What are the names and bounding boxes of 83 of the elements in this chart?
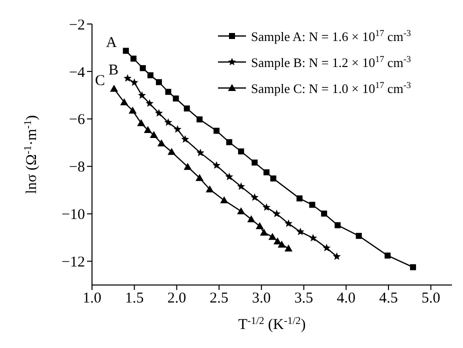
point [144, 126, 152, 134]
point [147, 72, 154, 78]
point [321, 210, 328, 217]
point [247, 215, 256, 222]
point [260, 228, 268, 236]
point [214, 128, 220, 134]
point [252, 160, 258, 166]
point [154, 109, 163, 117]
y-tick-label: −4 [69, 64, 86, 81]
point [262, 203, 270, 211]
point [184, 162, 192, 170]
point [137, 119, 146, 126]
point [130, 78, 138, 86]
point [225, 172, 234, 180]
point [226, 139, 232, 146]
x-tick-label: 5.0 [421, 290, 440, 307]
point [146, 99, 154, 107]
point [270, 175, 276, 182]
point [181, 135, 190, 143]
annotation: B [108, 62, 119, 78]
point [124, 74, 132, 82]
x-tick-label: 3.0 [252, 290, 271, 307]
point [196, 148, 204, 156]
point [174, 125, 182, 133]
point [332, 252, 341, 260]
x-tick-label: 4.0 [336, 290, 356, 307]
point [164, 118, 172, 126]
x-tick-label: 2.0 [167, 290, 186, 307]
point [212, 161, 221, 169]
point [256, 222, 264, 230]
annotation: A [106, 34, 118, 51]
point [128, 106, 137, 114]
point [130, 56, 137, 62]
point [284, 219, 293, 227]
point [140, 65, 146, 72]
point [220, 196, 228, 204]
point [410, 264, 416, 270]
point [157, 139, 166, 146]
legend-label: Sample A: N = 1.6 × 10$^{17}$ cm$^{-3}$ [251, 28, 412, 44]
point [122, 48, 129, 54]
point [184, 105, 190, 112]
point [150, 131, 158, 138]
x-tick-label: 1.5 [124, 290, 144, 307]
y-tick-label: −6 [69, 112, 86, 128]
point [356, 232, 362, 239]
point [384, 252, 391, 259]
legend-label: Sample B: N = 1.2 × 10$^{17}$ cm$^{-3}$ [251, 54, 412, 70]
y-tick-label: −8 [69, 160, 85, 176]
point [237, 207, 246, 214]
point [309, 234, 318, 242]
x-tick-label: 2.5 [210, 290, 228, 307]
x-tick-label: 4.5 [379, 290, 398, 307]
point [196, 174, 204, 181]
point [168, 148, 176, 155]
annotation: C [95, 72, 106, 89]
y-tick-label: −12 [62, 254, 85, 271]
point [309, 202, 316, 208]
point [263, 169, 270, 176]
point [334, 222, 341, 228]
point [278, 240, 286, 248]
point [284, 244, 293, 252]
point [322, 244, 331, 252]
point [156, 79, 162, 86]
x-tick-label: 3.5 [294, 290, 314, 307]
point [206, 185, 214, 192]
point [238, 148, 244, 154]
x-tick-label: 1.0 [82, 290, 102, 307]
point [268, 232, 276, 240]
y-tick-label: −10 [62, 207, 85, 224]
point [120, 98, 128, 106]
point [296, 195, 303, 202]
y-tick-label: −2 [69, 17, 85, 34]
legend-label: Sample C: N = 1.0 × 10$^{17}$ cm$^{-3}$ [251, 80, 412, 96]
point [250, 193, 259, 201]
point [296, 228, 304, 236]
point [272, 210, 281, 218]
point [110, 84, 118, 92]
point [172, 96, 179, 102]
point [138, 91, 146, 99]
point [165, 88, 172, 95]
x-axis-title: T$^{-1/2}$ (K$^{-1/2}$) [238, 316, 306, 333]
point [196, 116, 203, 122]
point [237, 182, 246, 190]
